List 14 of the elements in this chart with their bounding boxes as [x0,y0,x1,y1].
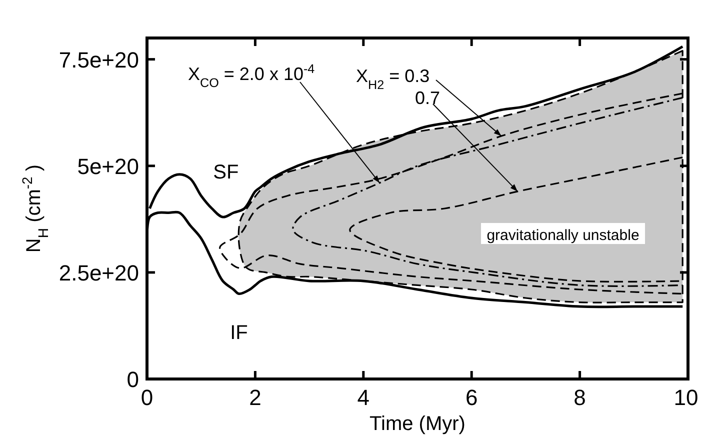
x-tick-label: 2 [249,385,262,410]
series-label: IF [230,322,248,344]
annotation: X$_{CO}$ = 2.0 x 10$^{-4}$ [188,62,315,90]
x-tick-label: 4 [357,385,370,410]
y-tick-label: 5e+20 [77,154,139,179]
y-tick-label: 0 [126,367,139,392]
y-tick-label: 2.5e+20 [58,260,139,286]
x-tick-label: 6 [465,385,478,410]
series-label: SF [213,162,239,184]
y-tick-label: 7.5e+20 [58,47,139,72]
x-axis-title: Time (Myr) [370,413,466,435]
annotation: gravitationally unstable [486,227,640,244]
x-tick-label: 8 [574,385,586,410]
x-tick-label: 10 [674,385,698,410]
